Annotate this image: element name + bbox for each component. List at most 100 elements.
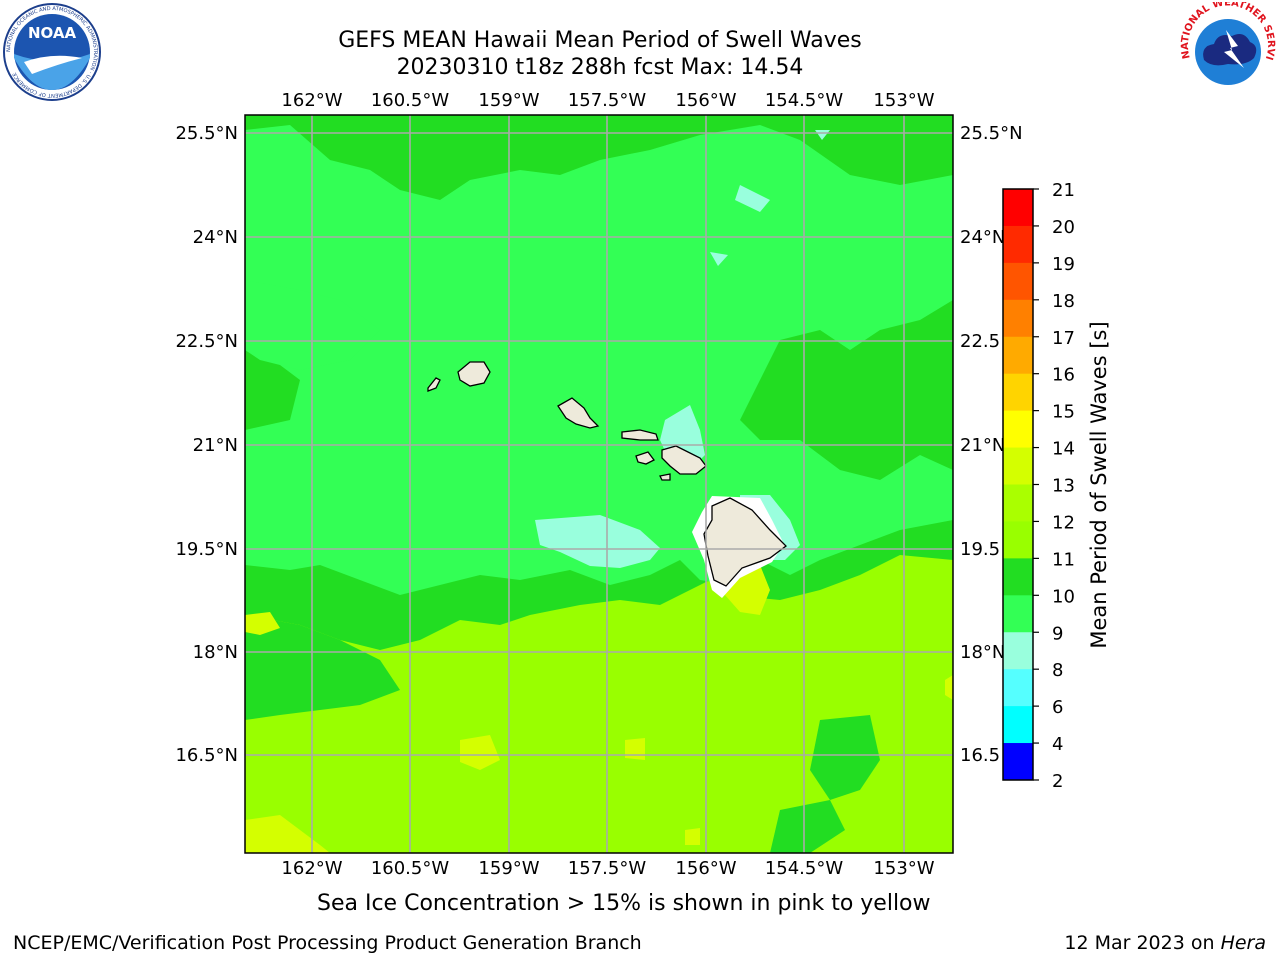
colorbar-swatch: [1003, 410, 1033, 449]
colorbar-tick-label: 6: [1052, 697, 1063, 718]
lon-label: 156°W: [675, 858, 736, 879]
sea-ice-caption: Sea Ice Concentration > 15% is shown in …: [317, 891, 931, 916]
lat-label: 19.5: [960, 539, 1000, 560]
graticule: [245, 115, 953, 853]
colorbar-tick-label: 11: [1052, 549, 1075, 570]
lon-label: 157.5°W: [568, 90, 647, 111]
colorbar-tick-label: 9: [1052, 623, 1063, 644]
lat-label: 24°N: [960, 227, 1005, 248]
contour-13-14-a: [245, 815, 330, 853]
lat-label: 18°N: [193, 642, 238, 663]
colorbar-swatch: [1003, 632, 1033, 670]
lon-label: 159°W: [478, 90, 539, 111]
lon-label: 153°W: [873, 90, 934, 111]
nws-logo: NATIONAL WEATHER SERVICE: [1178, 2, 1276, 99]
contour-9-10-e: [710, 252, 728, 266]
island-lanai: [635, 451, 655, 465]
colorbar-tick-label: 12: [1052, 512, 1075, 533]
colorbar-label: Mean Period of Swell Waves [s]: [1087, 321, 1111, 648]
contour-9-10-d: [735, 185, 770, 212]
lon-labels-bottom: 162°W 160.5°W 159°W 157.5°W 156°W 154.5°W 153°…: [281, 858, 934, 879]
lat-label: 16.5: [960, 745, 1000, 766]
noaa-logo: NOAA NATIONAL OCEANIC AND ATMOSPHERIC AD…: [3, 3, 101, 101]
colorbar-swatch: [1003, 706, 1033, 744]
contour-9-10-a: [535, 515, 660, 568]
colorbar-tick-label: 18: [1052, 291, 1075, 312]
lat-labels-right: 25.5°N 24°N 22.5 21°N 19.5 18°N 16.5: [960, 123, 1023, 766]
footer-date: 12 Mar 2023 on Hera: [1064, 932, 1266, 954]
lat-label: 16.5°N: [175, 745, 238, 766]
hawaiian-islands: [427, 361, 787, 598]
colorbar-tick-label: 8: [1052, 660, 1063, 681]
map-subtitle: 20230310 t18z 288h fcst Max: 14.54: [396, 55, 804, 80]
lon-label: 154.5°W: [765, 90, 844, 111]
map-title: GEFS MEAN Hawaii Mean Period of Swell Wa…: [338, 28, 862, 53]
lat-label: 21°N: [960, 435, 1005, 456]
lon-label: 160.5°W: [371, 90, 450, 111]
colorbar-tick-label: 2: [1052, 771, 1063, 792]
noaa-logo-text: NOAA: [28, 24, 77, 42]
footer-branch: NCEP/EMC/Verification Post Processing Pr…: [13, 932, 642, 954]
island-maui: [661, 445, 707, 475]
lat-label: 19.5°N: [175, 539, 238, 560]
contour-11-12-b: [245, 615, 400, 720]
colorbar-tick-label: 17: [1052, 328, 1075, 349]
footer-date-text: 12 Mar 2023 on: [1064, 932, 1221, 954]
colorbar-tick-label: 16: [1052, 365, 1075, 386]
contour-13-14-d: [625, 738, 645, 760]
lat-label: 22.5: [960, 331, 1000, 352]
contour-13-14-f: [945, 675, 953, 700]
colorbar-tick-label: 15: [1052, 402, 1075, 423]
lat-label: 21°N: [193, 435, 238, 456]
colorbar-swatch: [1003, 225, 1033, 264]
lat-label: 25.5°N: [960, 123, 1023, 144]
contour-13-14-g: [685, 828, 700, 845]
lon-label: 154.5°W: [765, 858, 844, 879]
lon-label: 160.5°W: [371, 858, 450, 879]
island-kahoolawe: [659, 473, 671, 481]
colorbar-tick-label: 10: [1052, 586, 1075, 607]
island-hawaii: [703, 497, 787, 587]
colorbar-tick-label: 20: [1052, 217, 1075, 238]
colorbar-swatch: [1003, 373, 1033, 412]
footer-host: Hera: [1220, 932, 1266, 954]
lat-label: 24°N: [193, 227, 238, 248]
colorbar-swatch: [1003, 262, 1033, 301]
lon-label: 162°W: [281, 858, 342, 879]
map-frame: [244, 114, 954, 854]
island-oahu: [557, 397, 600, 429]
contour-13-14-b: [245, 612, 280, 635]
colorbar-tick-label: 13: [1052, 476, 1075, 497]
contour-11-12-c: [810, 715, 880, 800]
lat-label: 18°N: [960, 642, 1005, 663]
lon-labels-top: 162°W 160.5°W 159°W 157.5°W 156°W 154.5°W 153°…: [281, 90, 934, 111]
colorbar-swatch: [1003, 299, 1033, 338]
colorbar-tick-label: 4: [1052, 734, 1063, 755]
contour-11-12-d: [770, 800, 845, 853]
contour-13-14-e: [460, 735, 500, 770]
lon-label: 156°W: [675, 90, 736, 111]
swell-period-field: [245, 115, 953, 853]
colorbar: 21 20 19 18 17 16 15 14 13 12 11 10 9 8 6 4 2: [1002, 180, 1075, 792]
colorbar-swatch: [1003, 484, 1033, 522]
lon-label: 159°W: [478, 858, 539, 879]
contour-10-11: [245, 125, 953, 595]
lon-label: 162°W: [281, 90, 342, 111]
lat-label: 22.5°N: [175, 331, 238, 352]
lon-label: 157.5°W: [568, 858, 647, 879]
colorbar-swatch: [1003, 336, 1033, 375]
colorbar-tick-label: 21: [1052, 180, 1075, 201]
colorbar-swatch: [1003, 669, 1033, 707]
colorbar-swatch: [1003, 743, 1033, 780]
colorbar-swatch: [1003, 558, 1033, 596]
island-kauai: [457, 361, 491, 387]
colorbar-swatch: [1003, 189, 1033, 227]
lat-labels-left: 25.5°N 24°N 22.5°N 21°N 19.5°N 18°N 16.5°N: [175, 123, 238, 766]
lon-label: 153°W: [873, 858, 934, 879]
island-molokai: [621, 429, 659, 441]
colorbar-swatch: [1003, 521, 1033, 559]
colorbar-swatch: [1003, 447, 1033, 485]
lat-label: 25.5°N: [175, 123, 238, 144]
island-niihau: [427, 377, 441, 392]
